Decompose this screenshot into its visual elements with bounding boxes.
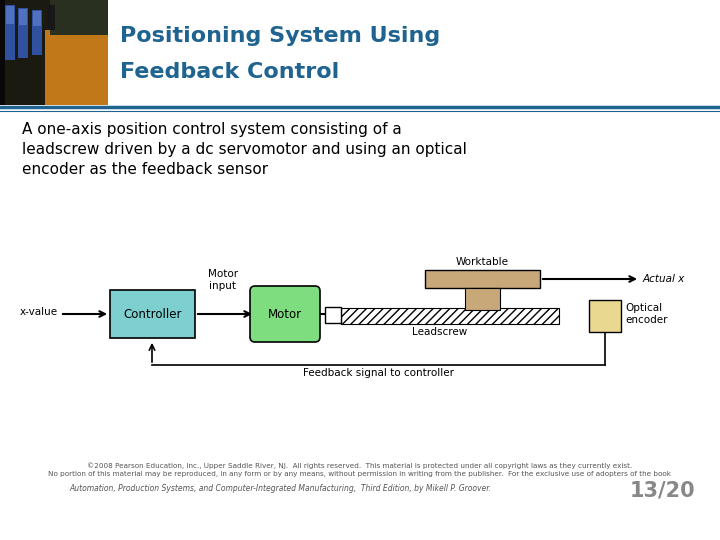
Bar bbox=[50, 0, 108, 35]
Bar bbox=[18, 8, 28, 58]
Text: leadscrew driven by a dc servomotor and using an optical: leadscrew driven by a dc servomotor and … bbox=[22, 142, 467, 157]
Bar bbox=[325, 307, 341, 323]
Text: encoder as the feedback sensor: encoder as the feedback sensor bbox=[22, 162, 268, 177]
Text: Feedback signal to controller: Feedback signal to controller bbox=[303, 368, 454, 378]
Bar bbox=[465, 288, 500, 310]
Text: Motor: Motor bbox=[268, 307, 302, 321]
Bar bbox=[0, 0, 108, 105]
Text: Controller: Controller bbox=[123, 307, 181, 321]
Bar bbox=[19, 9, 27, 25]
Text: Optical
encoder: Optical encoder bbox=[625, 303, 667, 325]
Text: ©2008 Pearson Education, Inc., Upper Saddle River, NJ.  All rights reserved.  Th: ©2008 Pearson Education, Inc., Upper Sad… bbox=[87, 462, 633, 469]
FancyBboxPatch shape bbox=[250, 286, 320, 342]
Text: Feedback Control: Feedback Control bbox=[120, 62, 339, 82]
Text: Actual x: Actual x bbox=[643, 274, 685, 284]
Bar bbox=[0, 0, 5, 105]
Bar bbox=[32, 10, 42, 55]
Text: 13/20: 13/20 bbox=[629, 480, 695, 500]
Text: Positioning System Using: Positioning System Using bbox=[120, 26, 440, 46]
Bar bbox=[425, 270, 540, 288]
Bar bbox=[45, 30, 108, 105]
Bar bbox=[47, 5, 55, 30]
Bar bbox=[110, 290, 195, 338]
Bar bbox=[589, 300, 621, 332]
Text: x-value: x-value bbox=[20, 307, 58, 317]
Text: A one-axis position control system consisting of a: A one-axis position control system consi… bbox=[22, 122, 402, 137]
Text: Worktable: Worktable bbox=[456, 257, 509, 267]
Text: Automation, Production Systems, and Computer-Integrated Manufacturing,  Third Ed: Automation, Production Systems, and Comp… bbox=[69, 484, 491, 493]
Bar bbox=[341, 308, 559, 324]
Text: Motor
input: Motor input bbox=[208, 268, 238, 291]
Text: Leadscrew: Leadscrew bbox=[413, 327, 467, 337]
Text: No portion of this material may be reproduced, in any form or by any means, with: No portion of this material may be repro… bbox=[48, 471, 672, 477]
Bar bbox=[33, 11, 41, 26]
Bar bbox=[5, 5, 15, 60]
Bar bbox=[6, 6, 14, 24]
